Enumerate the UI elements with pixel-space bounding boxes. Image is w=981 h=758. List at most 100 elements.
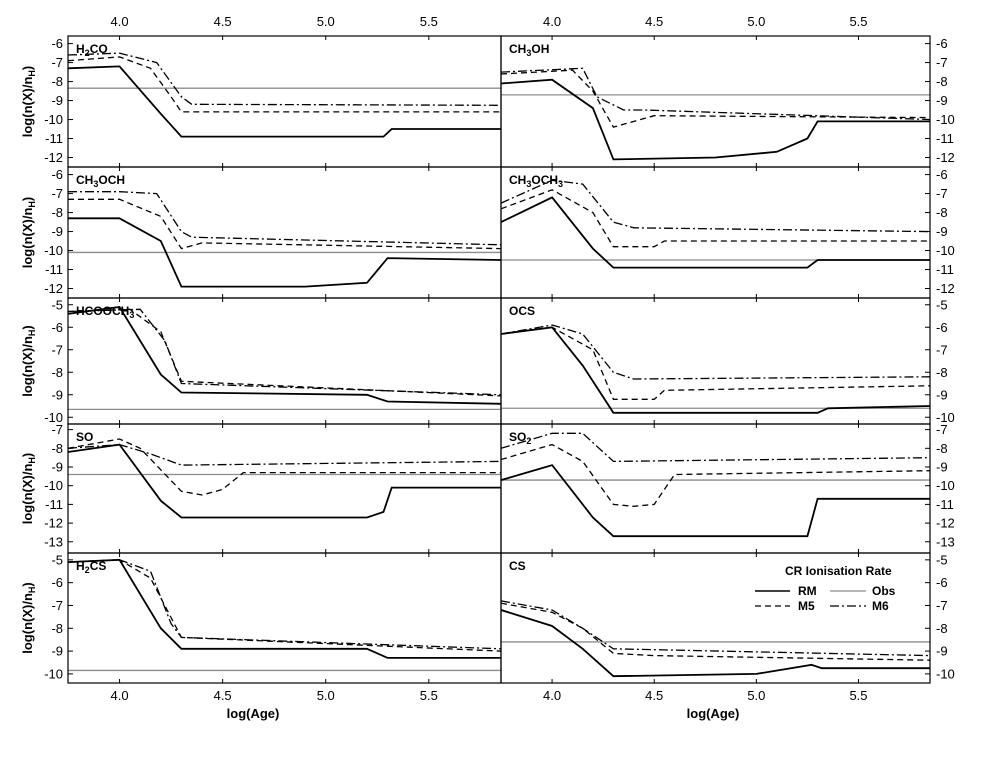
y-tick-label: -5 (936, 297, 948, 312)
y-tick-label: -8 (51, 205, 63, 220)
x-tick-label-bottom: 5.5 (849, 688, 867, 703)
y-tick-label: -7 (936, 342, 948, 357)
panel-frame (500, 35, 931, 168)
species-label: CH3OCH (76, 173, 125, 189)
y-tick-label: -12 (44, 150, 63, 165)
x-tick-label-top: 4.5 (645, 14, 663, 29)
y-tick-label: -10 (44, 478, 63, 493)
x-tick-label-bottom: 5.5 (420, 688, 438, 703)
y-tick-label: -6 (51, 36, 63, 51)
y-axis-title: log(n(X)/nH) (20, 197, 37, 269)
y-tick-label: -8 (936, 621, 948, 636)
x-tick-label-top: 5.0 (317, 14, 335, 29)
x-axis-title-left: log(Age) (227, 706, 280, 721)
y-tick-label: -7 (51, 342, 63, 357)
y-tick-label: -9 (51, 93, 63, 108)
x-tick-label-top: 4.5 (214, 14, 232, 29)
series-m6-line (68, 52, 501, 106)
y-tick-label: -7 (936, 422, 948, 437)
y-tick-label: -10 (936, 478, 955, 493)
y-axis-title: log(n(X)/nH) (20, 325, 37, 397)
legend-title: CR Ionisation Rate (785, 564, 892, 578)
panel-1: -6 -7 -8 -9 -10 -11 -12 CH3OH (500, 35, 955, 168)
y-tick-label: -9 (51, 644, 63, 659)
series-m5-line (68, 198, 501, 250)
x-tick-label-top: 5.5 (420, 14, 438, 29)
panel-frame (500, 423, 931, 554)
panel-frame (500, 297, 931, 425)
legend: CR Ionisation Rate RM Obs M5 M6 (755, 564, 896, 613)
series-m6-line (68, 559, 501, 650)
panel-3: -6 -7 -8 -9 -10 -11 -12 CH3OCH3 (500, 166, 955, 299)
y-tick-label: -11 (936, 262, 954, 277)
y-tick-label: -10 (44, 410, 63, 425)
y-tick-label: -9 (936, 387, 948, 402)
y-tick-label: -11 (45, 497, 63, 512)
y-tick-label: -5 (51, 552, 63, 567)
panel-frame (67, 166, 502, 299)
panel-8: -5 -6 -7 -8 -9 -10 H2CS log(n(X)/nH) (20, 552, 502, 684)
series-m5-line (68, 438, 501, 496)
series-m6-line (501, 324, 930, 380)
y-tick-label: -11 (45, 131, 63, 146)
legend-label-m5: M5 (798, 599, 815, 613)
x-axis-title-right: log(Age) (687, 706, 740, 721)
y-tick-label: -6 (936, 575, 948, 590)
species-label: CH3OCH3 (509, 173, 563, 189)
y-tick-label: -10 (44, 666, 63, 681)
y-tick-label: -7 (936, 598, 948, 613)
y-tick-label: -13 (936, 534, 955, 549)
y-tick-label: -12 (936, 281, 955, 296)
panel-6: -7 -8 -9 -10 -11 -12 -13 SO log(n(X)/nH) (20, 422, 502, 554)
y-tick-label: -9 (51, 224, 63, 239)
series-m6-line (68, 308, 501, 396)
y-tick-label: -5 (936, 552, 948, 567)
panel-frame (67, 552, 502, 684)
series-rm-line (68, 443, 501, 519)
y-tick-label: -13 (44, 534, 63, 549)
x-tick-label-bottom: 5.0 (317, 688, 335, 703)
y-tick-label: -6 (936, 36, 948, 51)
species-label: H2CS (76, 559, 106, 575)
y-tick-label: -5 (51, 297, 63, 312)
series-m6-line (501, 67, 930, 121)
species-label: CS (509, 559, 526, 573)
x-tick-label-top: 5.5 (849, 14, 867, 29)
y-tick-label: -6 (51, 167, 63, 182)
y-tick-label: -8 (51, 74, 63, 89)
x-tick-label-bottom: 4.5 (645, 688, 663, 703)
series-rm-line (501, 326, 930, 414)
species-label: OCS (509, 304, 535, 318)
panel-5: -5 -6 -7 -8 -9 -10 OCS (500, 297, 955, 425)
species-label: CH3OH (509, 42, 549, 58)
panel-frame (500, 552, 931, 684)
y-tick-label: -6 (936, 320, 948, 335)
y-tick-label: -8 (936, 365, 948, 380)
y-tick-label: -9 (936, 93, 948, 108)
series-m5-line (501, 69, 930, 128)
panel-9: -5 -6 -7 -8 -9 -10 CS (500, 552, 955, 684)
series-m5-line (501, 189, 930, 248)
panel-frame (500, 166, 931, 299)
ticks-layer: 4.0 4.0 4.5 4.5 5.0 5.0 5.5 5.5 4.0 4.0 4.5 4.5 5.0 5… (111, 14, 868, 703)
series-m6-line (68, 191, 501, 246)
series-rm-line (501, 196, 930, 269)
y-tick-label: -9 (936, 460, 948, 475)
series-m6-line (501, 432, 930, 463)
y-tick-label: -11 (45, 262, 63, 277)
panel-frame (67, 35, 502, 168)
y-tick-label: -12 (44, 281, 63, 296)
y-tick-label: -12 (44, 516, 63, 531)
panel-0: -6 -7 -8 -9 -10 -11 -12 H2CO log(n(X)/nH) (20, 35, 502, 168)
series-m6-line (501, 179, 930, 233)
y-tick-label: -7 (51, 186, 63, 201)
y-tick-label: -8 (51, 365, 63, 380)
series-m5-line (501, 602, 930, 661)
x-tick-label-bottom: 5.0 (747, 688, 765, 703)
y-tick-label: -7 (51, 598, 63, 613)
y-tick-label: -9 (51, 460, 63, 475)
y-tick-label: -10 (936, 243, 955, 258)
series-m5-line (501, 443, 930, 507)
y-tick-label: -11 (936, 497, 954, 512)
y-tick-label: -12 (936, 150, 955, 165)
